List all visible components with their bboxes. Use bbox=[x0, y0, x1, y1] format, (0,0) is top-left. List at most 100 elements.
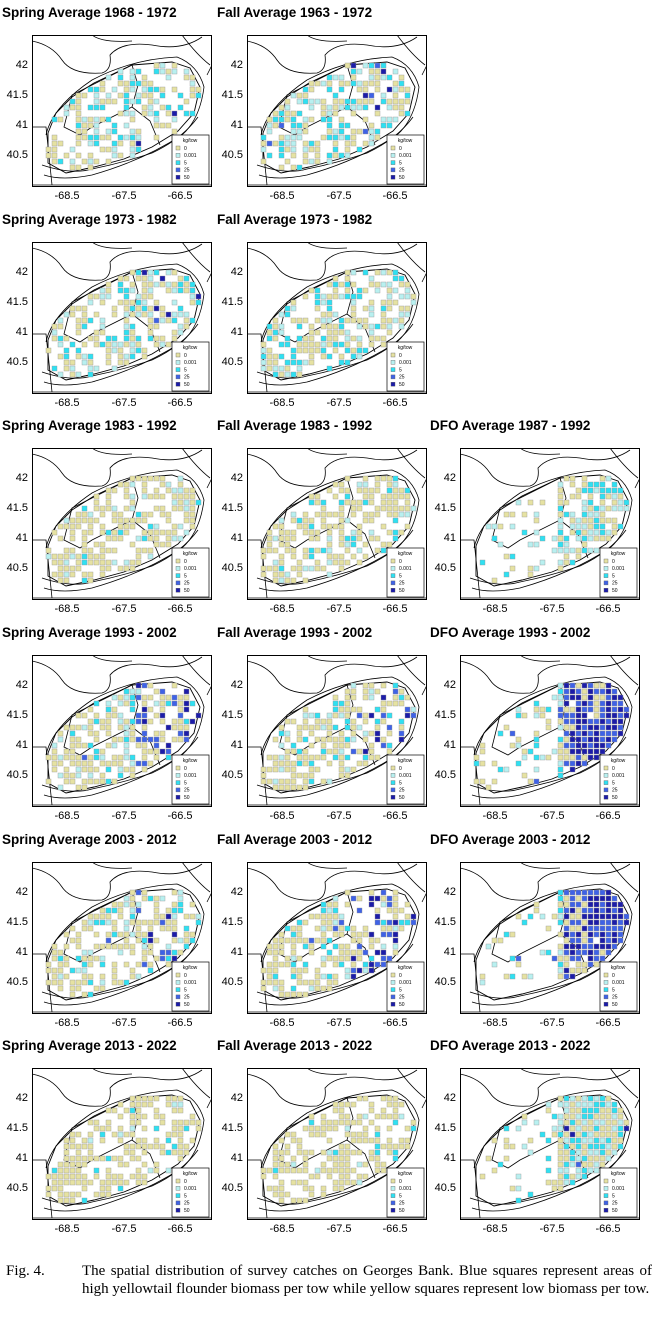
x-tick-label: -67.5 bbox=[539, 1223, 565, 1235]
catch-cell bbox=[314, 559, 321, 566]
catch-cell bbox=[141, 86, 148, 93]
catch-cell bbox=[338, 116, 345, 123]
catch-cell bbox=[332, 335, 339, 342]
catch-cell bbox=[123, 92, 130, 99]
catch-cell bbox=[183, 931, 190, 938]
catch-cell bbox=[87, 772, 94, 779]
legend-swatch bbox=[175, 765, 181, 771]
catch-cell bbox=[404, 98, 411, 105]
catch-cell bbox=[99, 718, 106, 725]
catch-cell bbox=[272, 778, 279, 785]
coastline bbox=[206, 64, 212, 76]
catch-cell bbox=[129, 1113, 136, 1120]
legend-swatch bbox=[390, 1200, 396, 1206]
catch-cell bbox=[123, 700, 130, 707]
catch-cell bbox=[611, 700, 618, 707]
catch-cell bbox=[581, 517, 588, 524]
catch-cell bbox=[141, 74, 148, 81]
legend-label: 0.001 bbox=[399, 980, 412, 986]
catch-cell bbox=[350, 80, 357, 87]
catch-cell bbox=[87, 140, 94, 147]
catch-cell bbox=[344, 335, 351, 342]
catch-cell bbox=[296, 559, 303, 566]
coastline bbox=[32, 863, 203, 901]
catch-cell bbox=[117, 1101, 124, 1108]
catch-cell bbox=[141, 481, 148, 488]
catch-cell bbox=[509, 553, 516, 560]
x-tick-label: -68.5 bbox=[54, 397, 80, 409]
catch-cell bbox=[105, 359, 112, 366]
coastline bbox=[460, 1069, 631, 1107]
catch-cell bbox=[380, 505, 387, 512]
y-tick-label: 41 bbox=[230, 326, 243, 338]
catch-cell bbox=[587, 682, 594, 689]
legend-label: 0.001 bbox=[184, 1186, 197, 1192]
catch-cell bbox=[356, 68, 363, 75]
catch-cell bbox=[135, 269, 142, 276]
catch-cell bbox=[356, 559, 363, 566]
catch-cell bbox=[563, 736, 570, 743]
catch-cell bbox=[159, 925, 166, 932]
catch-cell bbox=[105, 293, 112, 300]
catch-cell bbox=[545, 706, 552, 713]
legend-label: 25 bbox=[612, 788, 618, 794]
catch-cell bbox=[617, 724, 624, 731]
catch-cell bbox=[260, 571, 267, 578]
catch-cell bbox=[135, 517, 142, 524]
catch-cell bbox=[153, 1113, 160, 1120]
catch-cell bbox=[69, 925, 76, 932]
catch-cell bbox=[290, 577, 297, 584]
catch-cell bbox=[380, 700, 387, 707]
catch-cell bbox=[141, 724, 148, 731]
catch-cell bbox=[557, 706, 564, 713]
legend-label: 25 bbox=[612, 1201, 618, 1207]
legend-title: kg/tow bbox=[611, 965, 626, 971]
catch-cell bbox=[362, 541, 369, 548]
catch-cell bbox=[57, 973, 64, 980]
legend-swatch bbox=[175, 558, 181, 564]
catch-cell bbox=[344, 1113, 351, 1120]
catch-cell bbox=[153, 68, 160, 75]
catch-cell bbox=[581, 688, 588, 695]
catch-cell bbox=[332, 493, 339, 500]
y-tick-label: 40.5 bbox=[434, 769, 456, 781]
catch-cell bbox=[587, 706, 594, 713]
catch-cell bbox=[302, 979, 309, 986]
catch-cell bbox=[557, 1137, 564, 1144]
catch-cell bbox=[362, 86, 369, 93]
catch-cell bbox=[129, 889, 136, 896]
catch-cell bbox=[111, 694, 118, 701]
catch-cell bbox=[623, 919, 630, 926]
catch-cell bbox=[497, 1161, 504, 1168]
catch-cell bbox=[362, 760, 369, 767]
catch-cell bbox=[599, 682, 606, 689]
catch-cell bbox=[593, 919, 600, 926]
catch-cell bbox=[320, 1149, 327, 1156]
catch-cell bbox=[368, 275, 375, 282]
panel-title: Spring Average 1983 - 1992 bbox=[2, 418, 177, 433]
catch-cell bbox=[302, 784, 309, 791]
catch-cell bbox=[159, 541, 166, 548]
catch-cell bbox=[147, 967, 154, 974]
catch-cell bbox=[380, 1167, 387, 1174]
catch-cell bbox=[302, 547, 309, 554]
catch-cell bbox=[75, 92, 82, 99]
catch-cell bbox=[272, 371, 279, 378]
catch-cell bbox=[141, 305, 148, 312]
catch-cell bbox=[368, 1107, 375, 1114]
catch-cell bbox=[356, 1137, 363, 1144]
catch-cell bbox=[557, 541, 564, 548]
catch-cell bbox=[141, 748, 148, 755]
catch-cell bbox=[266, 778, 273, 785]
catch-cell bbox=[599, 493, 606, 500]
catch-cell bbox=[296, 110, 303, 117]
catch-cell bbox=[605, 889, 612, 896]
catch-cell bbox=[356, 104, 363, 111]
catch-cell bbox=[141, 895, 148, 902]
x-tick-label: -68.5 bbox=[54, 603, 80, 615]
catch-cell bbox=[563, 700, 570, 707]
catch-cell bbox=[611, 1131, 618, 1138]
catch-cell bbox=[284, 784, 291, 791]
